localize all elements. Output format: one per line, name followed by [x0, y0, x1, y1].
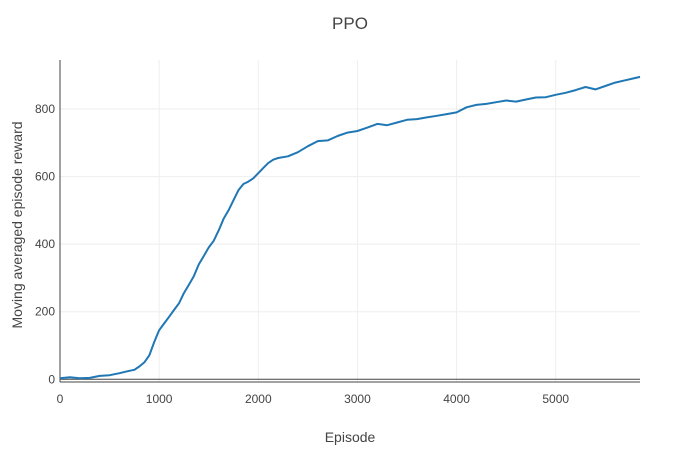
series-layer — [59, 75, 641, 380]
x-tick-label: 0 — [57, 392, 64, 406]
ticks-layer: 0 1000 2000 3000 4000 5000 0 200 400 600 800 — [35, 102, 569, 406]
y-axis-label: Moving averaged episode reward — [9, 121, 25, 328]
y-tick-label: 400 — [35, 237, 55, 251]
x-axis-label: Episode — [325, 429, 376, 445]
x-tick-label: 2000 — [245, 392, 272, 406]
grid-layer — [60, 60, 640, 382]
y-tick-label: 800 — [35, 102, 55, 116]
y-tick-label: 0 — [48, 372, 55, 386]
y-tick-label: 600 — [35, 170, 55, 184]
x-tick-label: 4000 — [443, 392, 470, 406]
chart-title: PPO — [332, 14, 368, 33]
x-tick-label: 3000 — [344, 392, 371, 406]
series-line-0 — [59, 75, 641, 380]
axes-layer — [59, 60, 640, 383]
y-tick-label: 200 — [35, 305, 55, 319]
x-tick-label: 1000 — [146, 392, 173, 406]
x-tick-label: 5000 — [542, 392, 569, 406]
